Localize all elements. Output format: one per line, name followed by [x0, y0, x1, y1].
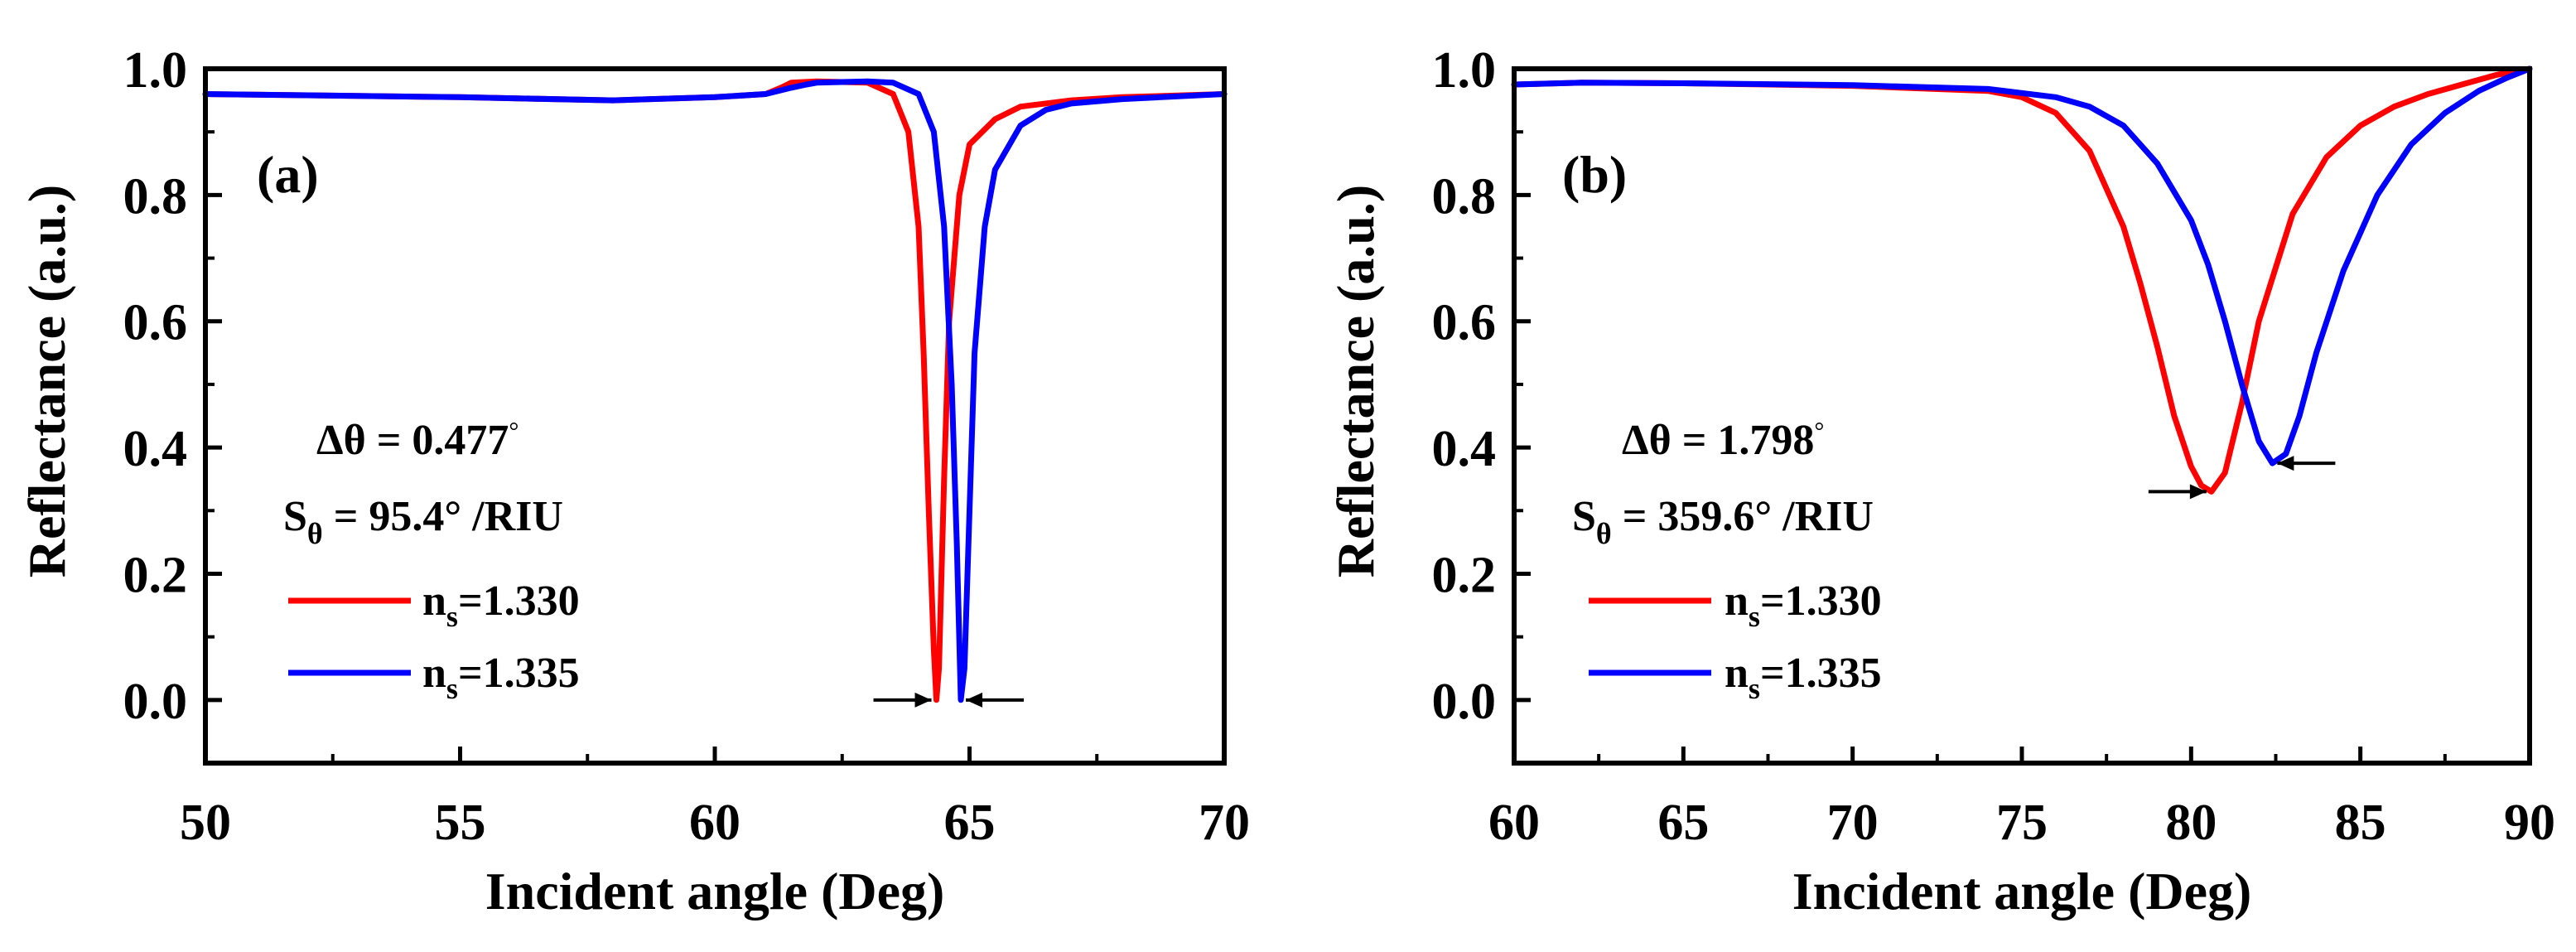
panel-a-label: (a): [257, 145, 319, 204]
panel-a-y-tick-label: 0.4: [123, 421, 188, 477]
panel-b-legend-value-1335: =1.335: [1760, 650, 1882, 697]
panel-b-y-tick-label: 0.4: [1432, 421, 1497, 477]
panel-a-legend-label-1335: ns=1.335: [422, 650, 580, 705]
panel-b-y-axis-title: Reflectance (a.u.): [1326, 185, 1385, 577]
panel-b-arrow-1: [2148, 484, 2207, 500]
panel-b-series: [1511, 65, 2533, 495]
panel-a-delta-prefix: Δθ =: [316, 417, 412, 464]
panel-a-y-tick-label: 0.8: [123, 168, 188, 225]
panel-b-legend-base-1330: n: [1725, 577, 1749, 625]
panel-b-legend-label-1335: ns=1.335: [1725, 650, 1882, 705]
panel-a-y-axis-title: Reflectance (a.u.): [17, 185, 76, 577]
panel-a-y-ticks: 0.0 0.2 0.4 0.6 0.8 1.0: [123, 42, 222, 730]
panel-b-series-line-1335: [1511, 65, 2533, 466]
panel-b-legend-sub-1335: s: [1749, 672, 1760, 705]
panel-a-delta-theta: Δθ = 0.477°: [316, 417, 519, 464]
panel-b-sensitivity: Sθ = 359.6° /RIU: [1572, 493, 1874, 550]
panel-b-delta-unit: °: [1814, 418, 1824, 445]
panel-b-x-tick-label: 80: [2165, 795, 2217, 851]
panel-a-sens-unit: ° /RIU: [444, 493, 563, 540]
panel-b-delta-value: 1.798: [1717, 417, 1814, 464]
panel-a-arrow-1: [873, 692, 932, 708]
panel-a-series-line-1335: [202, 78, 1228, 703]
panel-b-legend-value-1330: =1.330: [1760, 577, 1882, 625]
panel-b-arrows: [2148, 456, 2336, 500]
panel-b-sens-sub: θ: [1596, 517, 1612, 550]
panel-b-legend: ns=1.330 ns=1.335: [1589, 577, 1882, 705]
panel-b-x-tick-label: 75: [1996, 795, 2048, 851]
panel-a-sens-eq: =: [323, 493, 369, 540]
panel-a-x-tick-label: 70: [1199, 795, 1250, 851]
panel-a-arrow-2: [966, 692, 1025, 708]
panel-a-legend-sub-1335: s: [446, 672, 458, 705]
panel-a-y-tick-label: 0.2: [123, 547, 188, 603]
panel-a-delta-value: 0.477: [412, 417, 509, 464]
panel-b-sens-base: S: [1572, 493, 1596, 540]
panel-a-legend-value-1330: =1.330: [458, 577, 580, 625]
panel-a-legend-base-1330: n: [422, 577, 446, 625]
panel-a-legend-base-1335: n: [422, 650, 446, 697]
panel-b-sens-value: 359.6: [1657, 493, 1754, 540]
panel-b-delta-theta: Δθ = 1.798°: [1622, 417, 1824, 464]
panel-a-arrows: [873, 692, 1025, 708]
panel-b-y-tick-label: 0.6: [1432, 295, 1497, 351]
panel-a-legend-label-1330: ns=1.330: [422, 577, 580, 633]
panel-a-x-axis-title: Incident angle (Deg): [485, 862, 945, 921]
panel-b-x-ticks: 60 65 70 75 80 85 90: [1488, 747, 2555, 851]
panel-a-sens-base: S: [283, 493, 307, 540]
panel-a-x-tick-label: 65: [944, 795, 996, 851]
panel-a-x-tick-label: 55: [435, 795, 486, 851]
panel-a-sens-value: 95.4: [369, 493, 444, 540]
panel-a-series: [202, 78, 1228, 703]
panel-a-x-ticks: 50 55 60 65 70: [180, 747, 1250, 851]
panel-b-y-tick-label: 0.2: [1432, 547, 1497, 603]
panel-b-sens-eq: =: [1612, 493, 1658, 540]
panel-a-delta-unit: °: [509, 418, 519, 445]
panel-a-legend-value-1335: =1.335: [458, 650, 580, 697]
panel-a-y-tick-label: 1.0: [123, 42, 188, 99]
panel-b-label: (b): [1562, 145, 1627, 204]
panel-a-sensitivity: Sθ = 95.4° /RIU: [283, 493, 563, 550]
panel-b-y-ticks: 0.0 0.2 0.4 0.6 0.8 1.0: [1432, 42, 1531, 730]
panel-b-y-tick-label: 1.0: [1432, 42, 1497, 99]
panel-a-sens-sub: θ: [307, 517, 323, 550]
panel-b-sens-unit: ° /RIU: [1754, 493, 1874, 540]
panel-a-x-tick-label: 50: [180, 795, 231, 851]
panel-b-x-tick-label: 90: [2504, 795, 2555, 851]
panel-a-y-tick-label: 0.0: [123, 674, 188, 730]
panel-b-chart: 60 65 70 75 80 85 90 0.0 0.2 0.4 0.6 0.8 1.0 (b) In…: [1326, 42, 2555, 921]
panel-b-x-tick-label: 85: [2335, 795, 2386, 851]
panel-b-x-tick-label: 70: [1827, 795, 1879, 851]
panel-b-x-tick-label: 60: [1488, 795, 1540, 851]
panel-b-legend-sub-1330: s: [1749, 600, 1760, 633]
panel-b-delta-prefix: Δθ =: [1622, 417, 1717, 464]
panel-b-x-axis-title: Incident angle (Deg): [1792, 862, 2252, 921]
panel-a-legend: ns=1.330 ns=1.335: [288, 577, 580, 705]
panel-b-x-tick-label: 65: [1657, 795, 1709, 851]
panel-b-arrow-2: [2277, 456, 2336, 471]
panel-a-x-tick-label: 60: [689, 795, 740, 851]
panel-b-legend-base-1335: n: [1725, 650, 1749, 697]
panel-b-legend-label-1330: ns=1.330: [1725, 577, 1882, 633]
panel-a-y-tick-label: 0.6: [123, 295, 188, 351]
panel-a-legend-sub-1330: s: [446, 600, 458, 633]
panel-b-y-tick-label: 0.8: [1432, 168, 1497, 225]
panel-a-chart: 50 55 60 65 70 0.0 0.2 0.4 0.6 0.8 1.0 (a) Incide…: [17, 42, 1250, 921]
panel-b-y-tick-label: 0.0: [1432, 674, 1497, 730]
